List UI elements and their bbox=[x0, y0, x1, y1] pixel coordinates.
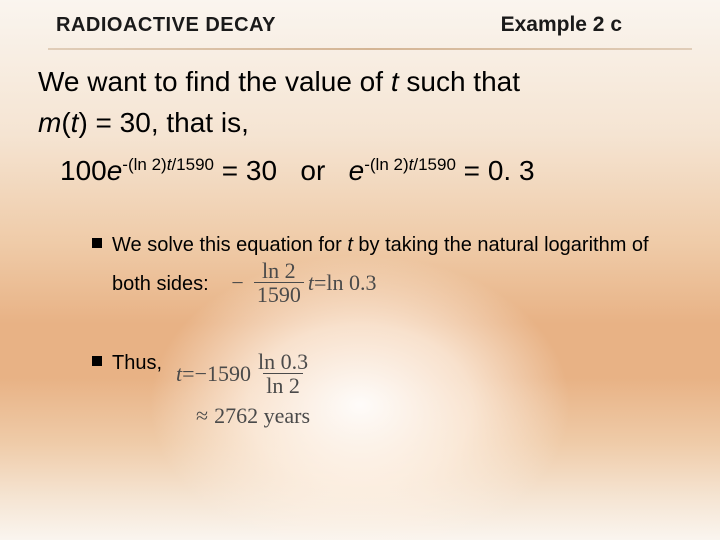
minus-sign: − bbox=[231, 268, 243, 298]
math-equation-2b: ≈ 2762 years bbox=[190, 403, 315, 429]
approx-sign: ≈ bbox=[196, 403, 208, 429]
problem-statement: We want to find the value of t such that… bbox=[38, 62, 682, 143]
section-title: RADIOACTIVE DECAY bbox=[56, 14, 276, 37]
bullet-square-icon bbox=[92, 238, 102, 248]
thus-wrap: Thus, t = −1590 ln 0.3 ln 2 ≈ 2762 years bbox=[112, 350, 315, 429]
numerator: ln 0.3 bbox=[255, 350, 311, 373]
exp-text: /1590 bbox=[171, 155, 214, 174]
var-e: e bbox=[349, 155, 365, 186]
denominator: ln 2 bbox=[263, 373, 303, 397]
fraction: ln 2 1590 bbox=[254, 259, 304, 306]
equation-line: 100e-(ln 2)t/1590 = 30 or e-(ln 2)t/1590… bbox=[60, 149, 682, 194]
math-equation-1: − ln 2 1590 t = ln 0.3 bbox=[225, 259, 376, 306]
math-equation-2a: t = −1590 ln 0.3 ln 2 bbox=[176, 350, 315, 397]
equals: = bbox=[314, 268, 326, 298]
fraction: ln 0.3 ln 2 bbox=[255, 350, 311, 397]
thus-math-block: t = −1590 ln 0.3 ln 2 ≈ 2762 years bbox=[176, 350, 315, 429]
or-text: or bbox=[300, 155, 325, 186]
slide-content: We want to find the value of t such that… bbox=[38, 62, 682, 473]
exponent-2: -(ln 2)t/1590 bbox=[364, 155, 456, 174]
result-value: 2762 years bbox=[214, 403, 310, 429]
var-t: t bbox=[391, 66, 399, 97]
var-e: e bbox=[107, 155, 123, 186]
coeff: −1590 bbox=[195, 361, 251, 387]
text: ( bbox=[61, 107, 70, 138]
slide-header: RADIOACTIVE DECAY Example 2 c bbox=[0, 0, 720, 50]
text: such that bbox=[399, 66, 520, 97]
text: ) = 30, that is, bbox=[78, 107, 248, 138]
denominator: 1590 bbox=[254, 282, 304, 306]
text: We solve this equation for bbox=[112, 234, 347, 256]
bullet-item-2: Thus, t = −1590 ln 0.3 ln 2 ≈ 2762 years bbox=[92, 350, 662, 429]
exp-text: /1590 bbox=[413, 155, 456, 174]
numerator: ln 2 bbox=[259, 259, 299, 282]
bullet-text: We solve this equation for t by taking t… bbox=[112, 232, 662, 306]
equals: = bbox=[182, 361, 194, 387]
bullet-square-icon bbox=[92, 356, 102, 366]
text: We want to find the value of bbox=[38, 66, 391, 97]
example-label: Example 2 c bbox=[501, 13, 622, 37]
rhs: ln 0.3 bbox=[326, 268, 376, 298]
exp-text: -(ln 2) bbox=[364, 155, 408, 174]
thus-label: Thus, bbox=[112, 350, 162, 377]
exponent-1: -(ln 2)t/1590 bbox=[122, 155, 214, 174]
bullet-list: We solve this equation for t by taking t… bbox=[92, 232, 662, 429]
header-underline bbox=[48, 48, 692, 50]
eq-03: = 0. 3 bbox=[456, 155, 535, 186]
var-m: m bbox=[38, 107, 61, 138]
eq-30: = 30 bbox=[214, 155, 277, 186]
bullet-item-1: We solve this equation for t by taking t… bbox=[92, 232, 662, 306]
coeff: 100 bbox=[60, 155, 107, 186]
exp-text: -(ln 2) bbox=[122, 155, 166, 174]
